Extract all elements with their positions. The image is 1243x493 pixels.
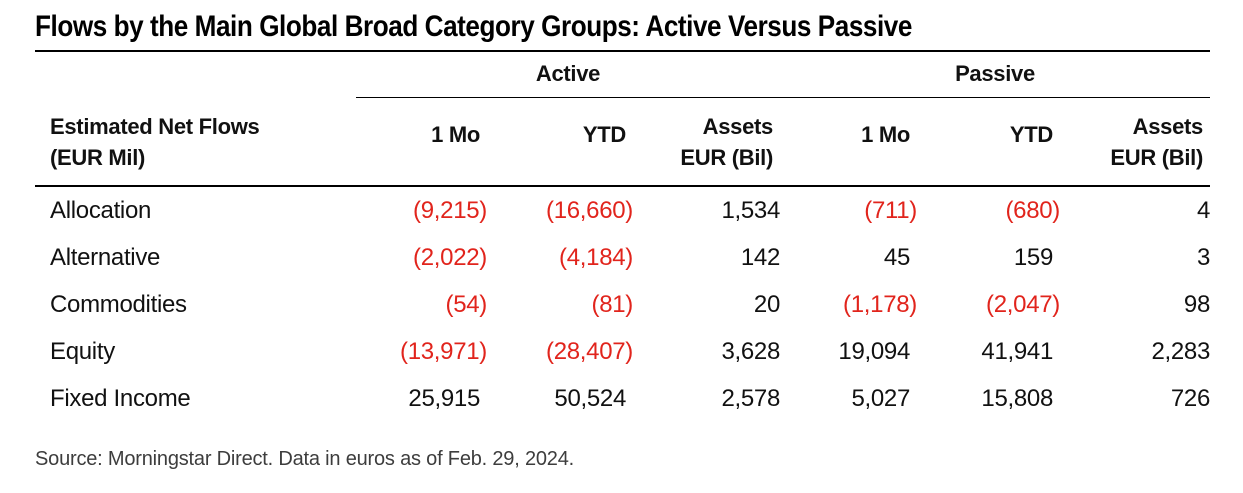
assets-header-line1: Assets <box>1132 113 1204 139</box>
group-header-active: Active <box>356 52 780 98</box>
group-header-spacer <box>35 52 356 98</box>
assets-header-line1: Assets <box>702 113 774 139</box>
source-note: Source: Morningstar Direct. Data in euro… <box>35 448 574 470</box>
assets-header-line2: EUR (Bil) <box>1110 144 1203 170</box>
passive-assets-value: 4 <box>1196 197 1210 224</box>
passive-1mo-value: (711) <box>864 197 917 224</box>
active-ytd-value: (16,660) <box>546 197 633 224</box>
active-assets-value: 20 <box>753 291 780 318</box>
passive-assets-value: 3 <box>1196 244 1210 271</box>
passive-assets-value: 98 <box>1183 291 1210 318</box>
active-ytd-value: 50,524 <box>554 385 626 412</box>
passive-1mo-value: (1,178) <box>843 291 917 318</box>
passive-ytd-value: 159 <box>1013 244 1053 271</box>
passive-assets-value: 726 <box>1170 385 1210 412</box>
header-divider <box>35 185 1210 187</box>
passive-1mo-value: 45 <box>883 244 910 271</box>
passive-ytd-value: 41,941 <box>981 338 1053 365</box>
passive-1mo-value: 19,094 <box>838 338 910 365</box>
row-category: Alternative <box>50 244 161 271</box>
column-header-passive-assets: Assets EUR (Bil) <box>1060 98 1210 185</box>
column-header-active-assets: Assets EUR (Bil) <box>633 98 780 185</box>
column-header-active-1mo: 1 Mo <box>431 122 480 147</box>
active-1mo-value: (13,971) <box>400 338 487 365</box>
passive-ytd-value: (2,047) <box>986 291 1060 318</box>
column-header-passive-1mo: 1 Mo <box>861 122 910 147</box>
row-header-line1: Estimated Net Flows <box>50 113 260 139</box>
column-header-passive-ytd: YTD <box>1009 122 1053 147</box>
active-1mo-value: 25,915 <box>408 385 480 412</box>
column-header-active-ytd: YTD <box>582 122 626 147</box>
active-1mo-value: (2,022) <box>413 244 487 271</box>
row-category: Fixed Income <box>50 385 191 412</box>
assets-header-line2: EUR (Bil) <box>680 144 773 170</box>
active-assets-value: 2,578 <box>721 385 780 412</box>
active-ytd-value: (81) <box>591 291 634 318</box>
active-assets-value: 142 <box>740 244 780 271</box>
passive-ytd-value: 15,808 <box>981 385 1053 412</box>
column-header-estimated-net-flows: Estimated Net Flows (EUR Mil) <box>35 98 356 185</box>
page-title: Flows by the Main Global Broad Category … <box>35 10 912 43</box>
active-ytd-value: (4,184) <box>559 244 633 271</box>
passive-ytd-value: (680) <box>1005 197 1060 224</box>
active-1mo-value: (9,215) <box>413 197 487 224</box>
active-ytd-value: (28,407) <box>546 338 633 365</box>
row-category: Allocation <box>50 197 152 224</box>
passive-1mo-value: 5,027 <box>851 385 910 412</box>
title-divider <box>35 50 1210 52</box>
row-category: Equity <box>50 338 115 365</box>
row-category: Commodities <box>50 291 187 318</box>
active-1mo-value: (54) <box>445 291 488 318</box>
group-header-passive: Passive <box>780 52 1210 98</box>
active-assets-value: 3,628 <box>721 338 780 365</box>
row-header-line2: (EUR Mil) <box>50 144 146 170</box>
active-assets-value: 1,534 <box>721 197 780 224</box>
flows-table: Active Passive Estimated Net Flows (EUR … <box>35 52 1210 422</box>
passive-assets-value: 2,283 <box>1151 338 1210 365</box>
report-page: Flows by the Main Global Broad Category … <box>35 10 1210 470</box>
